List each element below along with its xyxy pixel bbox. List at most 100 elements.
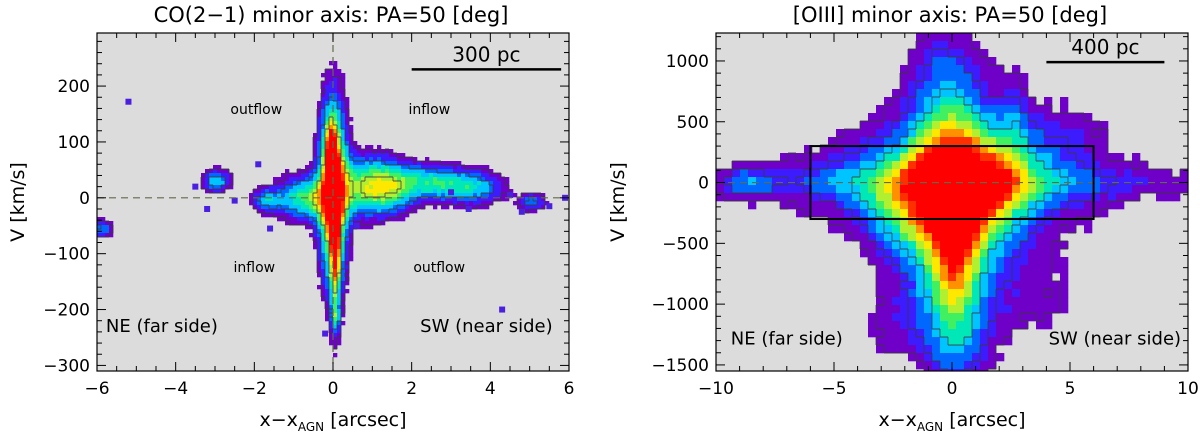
heatmap-cell [377,205,382,210]
heatmap-cell [461,181,466,186]
heatmap-cell [820,193,829,202]
heatmap-cell [812,185,821,194]
heatmap-cell [381,213,386,218]
heatmap-cell [433,185,438,190]
heatmap-cell [860,121,869,130]
heatmap-cell [980,289,989,298]
heatmap-cell [948,73,957,82]
x-tick-label: 6 [564,379,575,399]
heatmap-cell [996,193,1005,202]
heatmap-cell [972,305,981,314]
heatmap-cell [924,201,933,210]
heatmap-cell [940,241,949,250]
heatmap-cell [285,189,290,194]
heatmap-cell [916,225,925,234]
heatmap-cell [361,161,366,166]
heatmap-cell [948,257,957,266]
heatmap-cell [417,193,422,198]
heatmap-cell [449,197,454,202]
heatmap-cell [309,169,314,174]
heatmap-cell [916,33,925,42]
heatmap-cell [349,157,354,162]
heatmap-cell [409,161,414,166]
heatmap-cell [273,209,278,214]
heatmap-cell [437,165,442,170]
heatmap-cell [876,185,885,194]
heatmap-cell [317,157,322,162]
heatmap-cell [1052,177,1061,186]
heatmap-cell [972,57,981,66]
heatmap-cell [988,129,997,138]
heatmap-cell [337,313,342,318]
heatmap-cell [105,229,110,234]
heatmap-cell [429,177,434,182]
heatmap-cell [1052,233,1061,242]
heatmap-cell [429,193,434,198]
heatmap-cell [932,145,941,154]
heatmap-cell [321,273,326,278]
heatmap-cell [996,297,1005,306]
heatmap-cell [329,229,334,234]
heatmap-cell [1092,209,1101,218]
heatmap-cell [916,241,925,250]
heatmap-cell [313,173,318,178]
heatmap-cell [1092,129,1101,138]
heatmap-cell [425,157,430,162]
heatmap-cell [1108,193,1117,202]
heatmap-cell [788,169,797,178]
heatmap-cell [876,105,885,114]
heatmap-cell [868,233,877,242]
heatmap-cell [900,297,909,306]
heatmap-cell [321,225,326,230]
heatmap-cell [1020,289,1029,298]
heatmap-cell [449,161,454,166]
heatmap-cell [756,185,765,194]
heatmap-cell [341,73,346,78]
heatmap-cell [948,121,957,130]
heatmap-cell [321,293,326,298]
heatmap-cell [1060,241,1069,250]
heatmap-cell [964,169,973,178]
heatmap-cell [361,193,366,198]
heatmap-cell [313,237,318,242]
heatmap-cell [884,145,893,154]
heatmap-cell [916,57,925,66]
heatmap-cell [972,137,981,146]
heatmap-cell [325,309,330,314]
heatmap-cell [908,297,917,306]
heatmap-cell [1052,265,1061,274]
heatmap-cell [1060,193,1069,202]
heatmap-cell [1004,337,1013,346]
heatmap-cell [321,253,326,258]
heatmap-cell [341,153,346,158]
heatmap-cell [541,193,546,198]
heatmap-cell [1124,169,1133,178]
heatmap-cell [349,185,354,190]
heatmap-cell [748,185,757,194]
heatmap-cell [804,193,813,202]
heatmap-cell [461,193,466,198]
heatmap-cell [940,169,949,178]
heatmap-cell [972,185,981,194]
heatmap-cell [828,145,837,154]
heatmap-cell [297,177,302,182]
heatmap-cell [325,297,330,302]
heatmap-cell [465,173,470,178]
heatmap-cell [441,169,446,174]
heatmap-cell [828,225,837,234]
heatmap-cell [924,169,933,178]
heatmap-cell [353,165,358,170]
heatmap-cell [844,169,853,178]
heatmap-cell [964,369,973,372]
heatmap-cell [281,205,286,210]
heatmap-cell [465,201,470,206]
heatmap-cell [413,161,418,166]
heatmap-cell [521,197,526,202]
heatmap-cell [1132,185,1141,194]
heatmap-cell [389,217,394,222]
heatmap-cell [732,185,741,194]
oiii-y-axis-label: V [km/s] [607,162,629,242]
heatmap-cell [932,257,941,266]
heatmap-cell [892,161,901,170]
heatmap-cell [1052,161,1061,170]
